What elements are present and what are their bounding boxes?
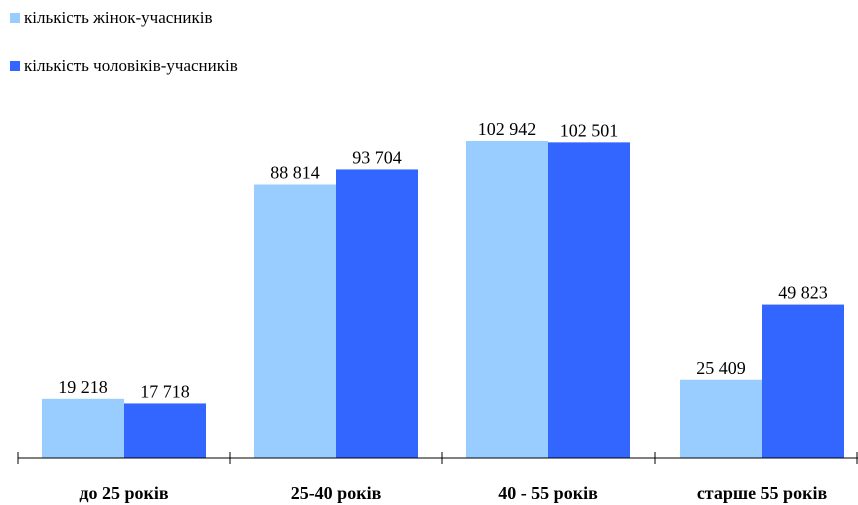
data-label-women-3: 25 409 bbox=[696, 358, 746, 378]
data-label-men-0: 17 718 bbox=[140, 381, 190, 401]
data-label-men-2: 102 501 bbox=[560, 120, 619, 140]
x-tick-label-0: до 25 років bbox=[79, 483, 168, 503]
legend: кількість жінок-учасників кількість чоло… bbox=[10, 8, 238, 104]
data-label-men-1: 93 704 bbox=[352, 147, 402, 167]
legend-label-men: кількість чоловіків-учасників bbox=[24, 56, 238, 75]
x-tick-label-3: старше 55 років bbox=[697, 483, 828, 503]
bar-men-1 bbox=[336, 169, 418, 458]
bar-women-0 bbox=[42, 398, 124, 458]
data-label-women-0: 19 218 bbox=[58, 377, 108, 397]
legend-swatch-men bbox=[10, 61, 20, 71]
bar-men-2 bbox=[548, 142, 630, 458]
legend-item-men: кількість чоловіків-учасників bbox=[10, 56, 238, 76]
x-tick-label-2: 40 - 55 років bbox=[498, 483, 598, 503]
data-label-women-1: 88 814 bbox=[270, 163, 320, 183]
x-tick-label-1: 25-40 років bbox=[291, 483, 382, 503]
data-label-men-3: 49 823 bbox=[778, 283, 828, 303]
legend-item-women: кількість жінок-учасників bbox=[10, 8, 238, 28]
legend-label-women: кількість жінок-учасників bbox=[24, 8, 213, 27]
bar-men-0 bbox=[124, 403, 206, 458]
bar-women-1 bbox=[254, 184, 336, 459]
bar-men-3 bbox=[762, 304, 844, 458]
legend-swatch-women bbox=[10, 13, 20, 23]
bar-women-2 bbox=[466, 141, 548, 458]
bar-women-3 bbox=[680, 379, 762, 458]
data-label-women-2: 102 942 bbox=[478, 119, 537, 139]
